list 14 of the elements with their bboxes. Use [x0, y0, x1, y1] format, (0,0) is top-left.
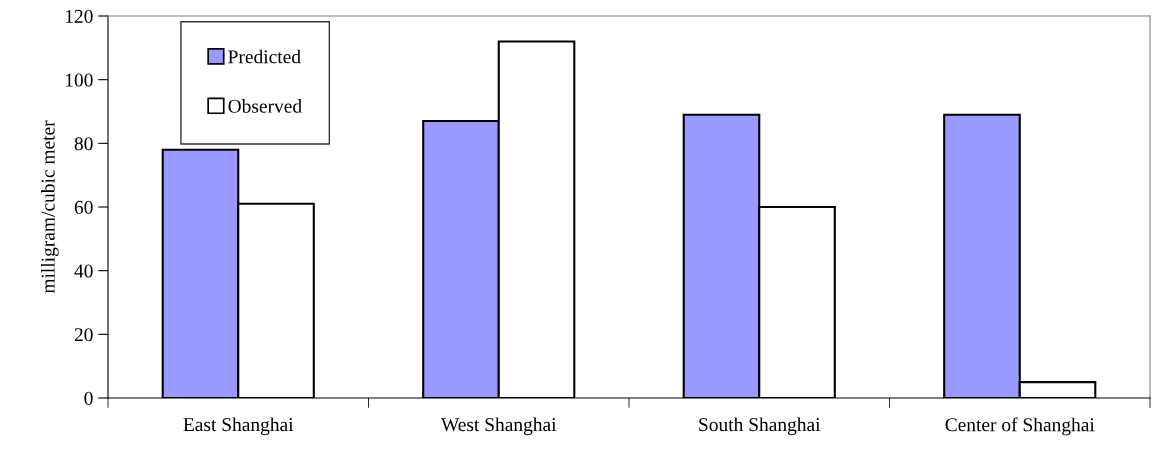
- x-tick-label: Center of Shanghai: [945, 417, 1095, 436]
- y-axis-title: milligram/cubic meter: [41, 120, 59, 294]
- y-tick-label: 0: [84, 391, 93, 405]
- legend-label: Predicted: [228, 49, 301, 64]
- y-tick-label: 100: [65, 73, 93, 87]
- y-tick-label: 20: [74, 328, 93, 342]
- legend-label: Observed: [228, 99, 302, 113]
- x-tick-label: South Shanghai: [699, 417, 821, 436]
- x-tick-label: West Shanghai: [440, 417, 557, 436]
- y-tick-label: 120: [65, 9, 93, 23]
- x-tick-label: East Shanghai: [183, 417, 294, 436]
- y-tick-label: 40: [74, 264, 93, 278]
- y-tick-label: 80: [74, 137, 93, 151]
- y-tick-label: 60: [74, 200, 93, 214]
